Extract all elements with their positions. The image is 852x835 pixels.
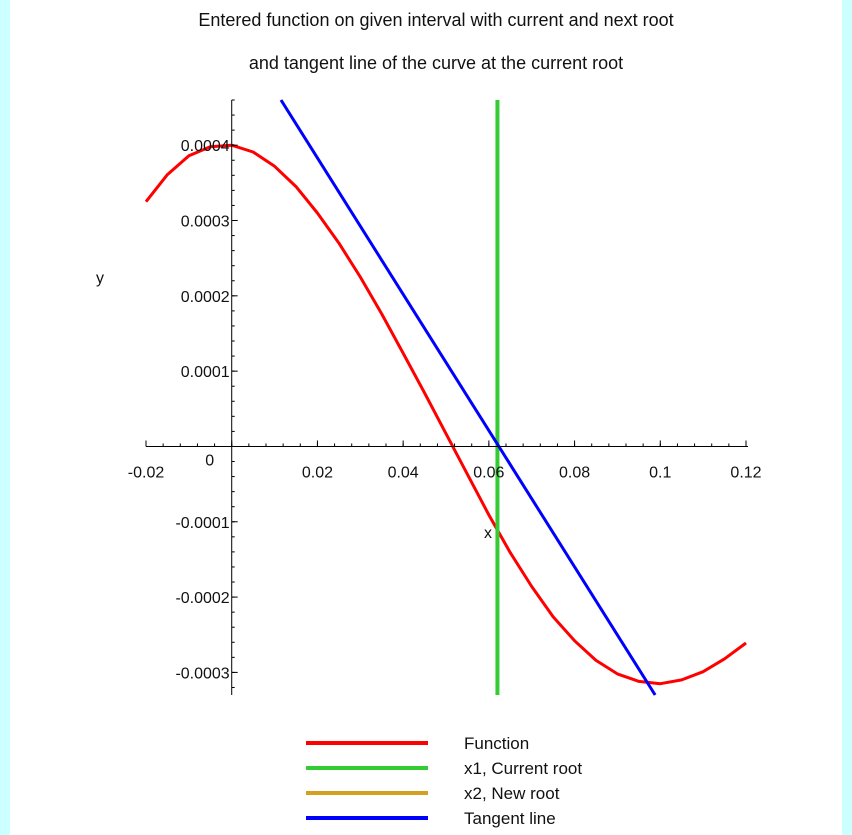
legend: Function x1, Current root x2, New root Tang…: [306, 734, 582, 828]
y-tick-label: -0.0003: [175, 665, 229, 682]
x-tick-label: 0.02: [302, 464, 333, 481]
y-tick-label: -0.0002: [175, 590, 229, 607]
plot-panel: Entered function on given interval with …: [10, 0, 842, 835]
chart: Entered function on given interval with …: [96, 10, 762, 828]
tangent-line: [279, 99, 657, 696]
legend-label: x1, Current root: [464, 759, 582, 778]
plot-area: [144, 99, 747, 696]
y-tick-label: 0.0001: [181, 364, 230, 381]
x-axis-label: x: [484, 525, 492, 542]
x-tick-label: 0.12: [730, 464, 761, 481]
legend-label: Function: [464, 734, 529, 753]
function-curve: [144, 143, 747, 686]
x-tick-label: 0.08: [559, 464, 590, 481]
y-axis-label: y: [96, 270, 104, 287]
axes: -0.02 0 0.02 0.04 0.06 0.08 0.1 0.12 0.0004 0.000…: [96, 99, 762, 695]
y-tick-label: -0.0001: [175, 515, 229, 532]
x-tick-label: -0.02: [128, 464, 165, 481]
x-tick-label: 0.06: [473, 464, 504, 481]
legend-label: x2, New root: [464, 784, 560, 803]
chart-title-line: Entered function on given interval with …: [198, 10, 673, 30]
y-tick-label: 0.0003: [181, 214, 230, 231]
x-tick-label: 0: [205, 452, 214, 469]
y-tick-label: 0.0002: [181, 289, 230, 306]
chart-title-line: and tangent line of the curve at the cur…: [249, 53, 623, 73]
chart-title: Entered function on given interval with …: [198, 10, 673, 73]
legend-label: Tangent line: [464, 809, 556, 828]
x-tick-label: 0.04: [388, 464, 419, 481]
y-tick-label: 0.0004: [181, 138, 230, 155]
x-tick-label: 0.1: [649, 464, 671, 481]
